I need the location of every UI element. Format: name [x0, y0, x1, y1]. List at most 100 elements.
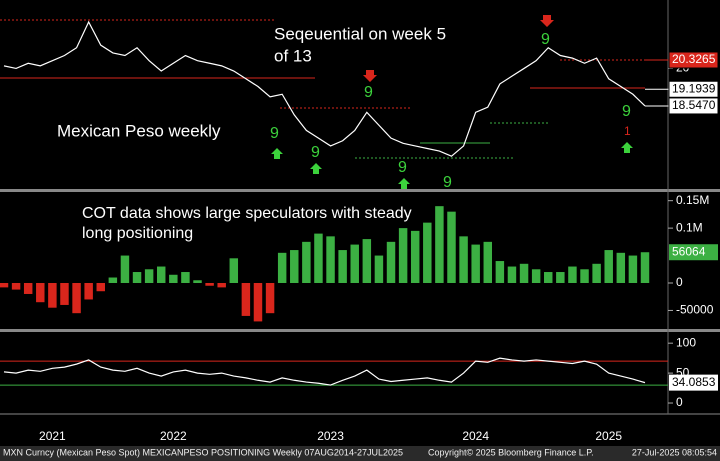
sell-arrow: [363, 70, 377, 82]
sequential-count: 1: [624, 124, 631, 138]
sequential-count: 9: [541, 31, 550, 48]
price-tag: [668, 51, 719, 69]
price-line: [3, 20, 646, 157]
bar: [23, 283, 33, 294]
price-tag-label: 20.3265: [672, 52, 716, 66]
footer-bar: [0, 446, 720, 461]
x-tick-label: 2021: [39, 429, 66, 443]
price-tag: [668, 80, 719, 98]
bar: [181, 272, 190, 283]
x-tick-label: 2022: [160, 429, 187, 443]
price-tag-label: 18.5470: [672, 98, 716, 112]
bar: [290, 250, 299, 283]
bar: [519, 263, 529, 283]
y-tick-label: 0: [676, 395, 683, 409]
bar: [471, 244, 480, 283]
bar: [398, 228, 408, 283]
bar: [156, 266, 166, 283]
price-line: [3, 357, 646, 386]
bar: [459, 236, 468, 283]
bar: [205, 283, 214, 286]
y-tick-label: 0.1M: [676, 220, 703, 234]
bar: [556, 272, 565, 283]
bar: [616, 252, 626, 283]
bar: [483, 241, 493, 283]
bar: [60, 283, 69, 305]
sell-arrow: [540, 15, 554, 27]
footer-text: Copyright© 2025 Bloomberg Finance L.P.: [428, 447, 594, 457]
last-value-label: 34.0853: [672, 375, 716, 389]
sequential-count: 9: [622, 103, 631, 120]
bar: [362, 239, 372, 283]
sequential-count: 9: [443, 174, 452, 191]
bar: [36, 283, 45, 303]
bar: [11, 283, 21, 290]
annotation: Mexican Peso weekly: [57, 121, 221, 140]
bar: [265, 283, 275, 314]
bar: [531, 269, 541, 283]
last-value-label: 56064: [672, 244, 706, 258]
last-value-tag: [669, 244, 718, 261]
bar: [314, 233, 323, 283]
bar: [592, 263, 601, 283]
sequential-count: 9: [398, 159, 407, 176]
x-tick-label: 2023: [317, 429, 344, 443]
bar: [120, 255, 130, 283]
bar: [302, 241, 311, 283]
bar: [72, 283, 81, 314]
bar: [338, 250, 347, 283]
buy-arrow: [621, 142, 633, 153]
footer-text: 27-Jul-2025 08:05:54: [632, 447, 717, 457]
y-tick-label: 100: [676, 335, 696, 349]
annotation: COT data shows large speculators with st…: [82, 205, 412, 222]
bar: [48, 283, 57, 308]
bar: [568, 266, 577, 283]
bar: [507, 266, 517, 283]
y-tick-label: 0.15M: [676, 193, 709, 207]
bar: [253, 283, 263, 322]
footer-text: MXN Curncy (Mexican Peso Spot) MEXICANPE…: [3, 447, 403, 457]
bar: [326, 236, 335, 283]
bar: [435, 206, 444, 283]
price-tag-label: 19.1939: [672, 81, 716, 95]
bar: [277, 252, 287, 283]
bar: [169, 274, 178, 283]
x-tick-label: 2025: [595, 429, 622, 443]
bar: [628, 255, 638, 283]
x-tick-label: 2024: [462, 429, 489, 443]
bar: [108, 277, 118, 283]
bar: [132, 272, 142, 283]
bar: [447, 211, 456, 283]
sequential-count: 9: [270, 125, 279, 142]
annotation: Seqeuential on week 5: [274, 24, 446, 43]
annotation: long positioning: [82, 225, 193, 242]
bar: [544, 272, 553, 283]
annotation: of 13: [274, 46, 312, 65]
bar: [604, 250, 613, 283]
bar: [217, 283, 226, 288]
bar: [580, 269, 589, 283]
bar: [0, 283, 9, 288]
y-tick-label: 0: [676, 275, 683, 289]
sequential-count: 9: [364, 84, 373, 101]
y-tick-label: -50000: [676, 303, 714, 317]
bar: [241, 283, 251, 316]
bar: [144, 269, 154, 283]
bar: [495, 261, 505, 283]
last-value-tag: [669, 374, 718, 391]
buy-arrow: [310, 163, 322, 174]
bar: [96, 283, 105, 292]
bar: [640, 252, 650, 283]
buy-arrow: [398, 178, 410, 189]
price-tag: [668, 97, 719, 115]
buy-arrow: [271, 148, 283, 159]
sequential-count: 9: [311, 144, 320, 161]
bar: [386, 241, 396, 283]
bar: [193, 280, 202, 283]
bar: [84, 283, 93, 300]
bar: [423, 222, 432, 283]
bar: [410, 230, 420, 283]
bar: [374, 255, 384, 283]
